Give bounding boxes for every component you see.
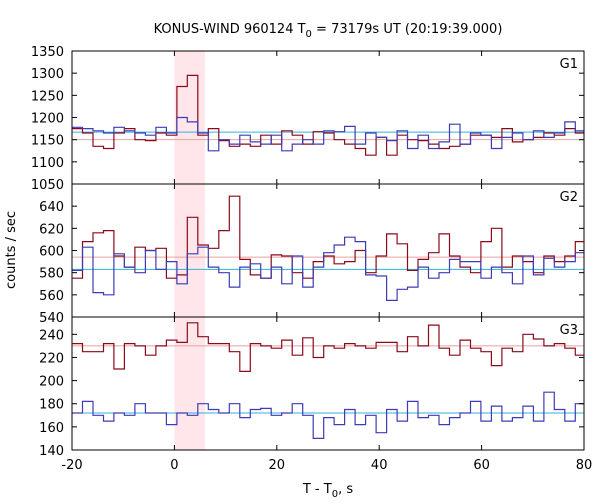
y-tick-label: 1300 xyxy=(31,67,64,82)
y-tick-label: 540 xyxy=(39,311,64,326)
x-tick-label: 20 xyxy=(269,458,286,473)
panel-g2: 540 560 580 600 620 640 G2 xyxy=(39,183,585,326)
x-tick-label: 40 xyxy=(371,458,388,473)
series-dark-red-line xyxy=(72,322,584,372)
y-tick-label: 220 xyxy=(39,351,64,366)
panel-frame xyxy=(71,50,585,185)
burst-interval-shade xyxy=(174,184,206,317)
panels-layer: 1050 1100 1150 1200 1250 1300 1350 G1 540 560 580 6… xyxy=(31,45,592,473)
y-tick-label: 560 xyxy=(39,289,64,304)
x-tick-label: 60 xyxy=(473,458,490,473)
chart-title: KONUS-WIND 960124 T0 = 73179s UT (20:19:… xyxy=(154,22,503,40)
series-blue-line xyxy=(72,391,584,439)
burst-interval-shade xyxy=(174,317,206,450)
y-axis-label: counts / sec xyxy=(4,211,19,289)
panel-label: G2 xyxy=(560,190,578,205)
x-tick-label: -20 xyxy=(61,458,82,473)
series-blue-line xyxy=(72,236,584,301)
y-tick-label: 180 xyxy=(39,398,64,413)
y-tick-label: 640 xyxy=(39,200,64,215)
x-axis-label: T - T0, s xyxy=(302,482,353,500)
x-tick-label: 80 xyxy=(576,458,593,473)
y-tick-label: 600 xyxy=(39,245,64,260)
y-tick-label: 240 xyxy=(39,328,64,343)
series-dark-red-line xyxy=(72,74,584,156)
y-tick-label: 1250 xyxy=(31,89,64,104)
y-tick-label: 1200 xyxy=(31,112,64,127)
panel-frame xyxy=(71,316,585,451)
y-tick-label: 620 xyxy=(39,222,64,237)
series-blue-line xyxy=(72,116,584,152)
panel-label: G1 xyxy=(560,57,578,72)
panel-g1: 1050 1100 1150 1200 1250 1300 1350 G1 xyxy=(31,45,585,193)
panel-label: G3 xyxy=(560,323,578,338)
y-tick-label: 160 xyxy=(39,421,64,436)
y-tick-label: 200 xyxy=(39,375,64,390)
x-tick-label: 0 xyxy=(170,458,178,473)
series-dark-red-line xyxy=(72,195,584,279)
y-tick-label: 140 xyxy=(39,444,64,459)
y-tick-label: 1050 xyxy=(31,178,64,193)
y-tick-label: 1150 xyxy=(31,134,64,149)
y-tick-label: 1100 xyxy=(31,156,64,171)
y-tick-label: 1350 xyxy=(31,45,64,60)
y-tick-label: 580 xyxy=(39,267,64,282)
panel-g3: 140 160 180 200 220 240 G3 xyxy=(39,316,585,459)
